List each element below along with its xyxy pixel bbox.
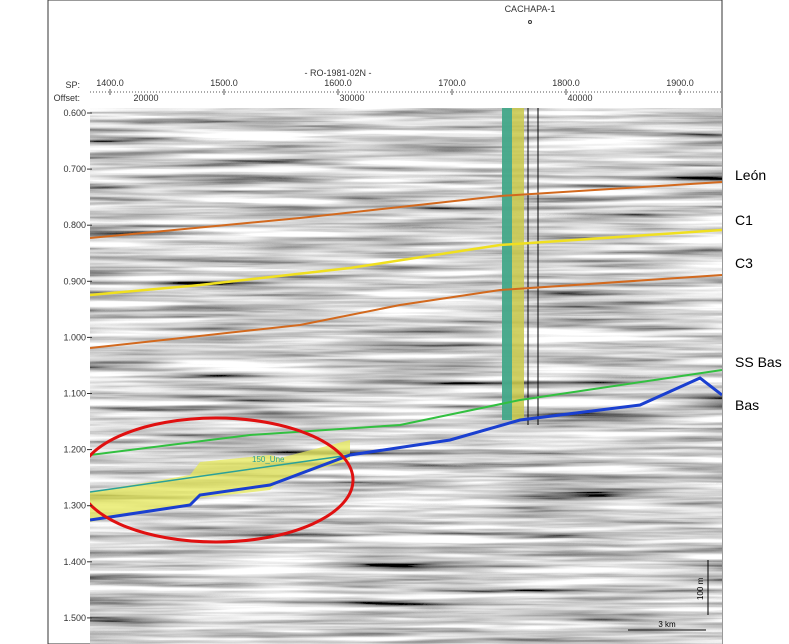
seismic-section: [90, 108, 722, 644]
horizon-ss-bas: [90, 369, 722, 456]
time-tick-label: 1.400: [63, 557, 86, 567]
line-name: - RO-1981-02N -: [304, 68, 371, 78]
time-tick-label: 0.800: [63, 220, 86, 230]
interpretation: [90, 108, 722, 544]
horizon-label: León: [735, 167, 766, 183]
unit-label: 150_Une: [252, 455, 285, 464]
horizon-leon: [90, 181, 722, 239]
time-tick-label: 0.900: [63, 276, 86, 286]
time-tick-label: 1.100: [63, 389, 86, 399]
horizon-label: Bas: [735, 397, 759, 413]
sp-tick-label: 1900.0: [666, 78, 694, 88]
time-tick-label: 0.700: [63, 164, 86, 174]
time-tick-label: 0.600: [63, 108, 86, 118]
horizon-bas: [90, 376, 722, 522]
horizon-label: C1: [735, 212, 753, 228]
well-log-curve: [502, 108, 512, 420]
horizon-c1: [90, 228, 722, 297]
time-tick-label: 1.300: [63, 501, 86, 511]
horizontal-scale: 3 km: [658, 620, 676, 629]
offset-tick-label: 30000: [339, 93, 364, 103]
time-tick-label: 1.500: [63, 613, 86, 623]
time-tick-label: 1.200: [63, 445, 86, 455]
horizon-label: C3: [735, 255, 753, 271]
offset-label: Offset:: [54, 93, 80, 103]
sp-tick-label: 1400.0: [96, 78, 124, 88]
sp-tick-label: 1500.0: [210, 78, 238, 88]
sp-tick-label: 1700.0: [438, 78, 466, 88]
well-name: CACHAPA-1: [505, 4, 556, 14]
highlight-ellipse: [90, 416, 355, 544]
sp-tick-label: 1600.0: [324, 78, 352, 88]
offset-tick-label: 20000: [133, 93, 158, 103]
unit-fill: [90, 440, 350, 522]
vertical-scale: 100 m: [696, 577, 705, 600]
well-marker: [528, 20, 532, 24]
sp-tick-label: 1800.0: [552, 78, 580, 88]
horizon-c3: [90, 274, 722, 349]
sp-label: SP:: [65, 80, 80, 90]
time-tick-label: 1.000: [63, 332, 86, 342]
unit-top: [90, 454, 351, 493]
offset-tick-label: 40000: [567, 93, 592, 103]
horizon-label: SS Bas: [735, 354, 782, 370]
